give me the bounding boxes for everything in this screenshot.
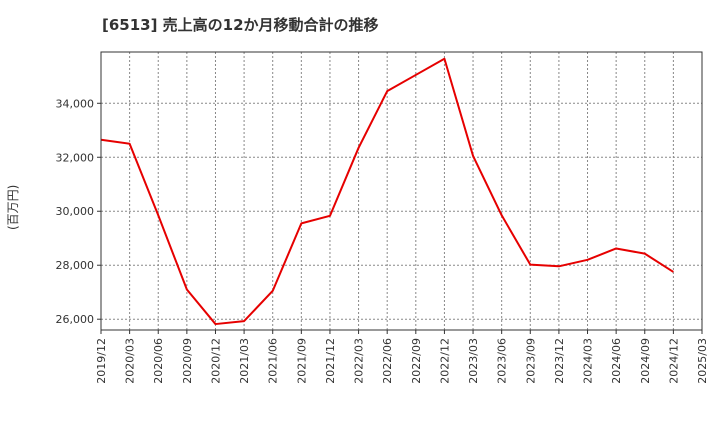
x-tick-label: 2021/09 [295, 338, 308, 384]
x-tick-label: 2019/12 [95, 338, 108, 384]
y-tick-label: 26,000 [56, 313, 95, 326]
y-tick-label: 28,000 [56, 259, 95, 272]
y-tick-label: 34,000 [56, 97, 95, 110]
x-tick-label: 2020/12 [209, 338, 222, 384]
chart-title: [6513] 売上高の12か月移動合計の推移 [102, 16, 379, 34]
x-tick-label: 2024/12 [667, 338, 680, 384]
y-tick-label: 30,000 [56, 205, 95, 218]
x-tick-label: 2025/03 [696, 338, 709, 384]
x-tick-label: 2023/03 [467, 338, 480, 384]
x-tick-label: 2020/03 [124, 338, 137, 384]
x-tick-label: 2022/09 [410, 338, 423, 384]
x-tick-label: 2024/09 [639, 338, 652, 384]
x-tick-label: 2021/12 [324, 338, 337, 384]
x-tick-label: 2024/03 [582, 338, 595, 384]
x-tick-label: 2022/12 [438, 338, 451, 384]
y-tick-label: 32,000 [56, 151, 95, 164]
x-tick-label: 2021/03 [238, 338, 251, 384]
x-tick-label: 2021/06 [267, 338, 280, 384]
x-tick-label: 2023/09 [524, 338, 537, 384]
x-tick-label: 2020/06 [152, 338, 165, 384]
x-tick-label: 2023/06 [496, 338, 509, 384]
x-tick-label: 2023/12 [553, 338, 566, 384]
plot-area-frame [100, 51, 703, 331]
x-tick-label: 2022/03 [353, 338, 366, 384]
x-tick-label: 2022/06 [381, 338, 394, 384]
x-tick-label: 2020/09 [181, 338, 194, 384]
x-tick-label: 2024/06 [610, 338, 623, 384]
